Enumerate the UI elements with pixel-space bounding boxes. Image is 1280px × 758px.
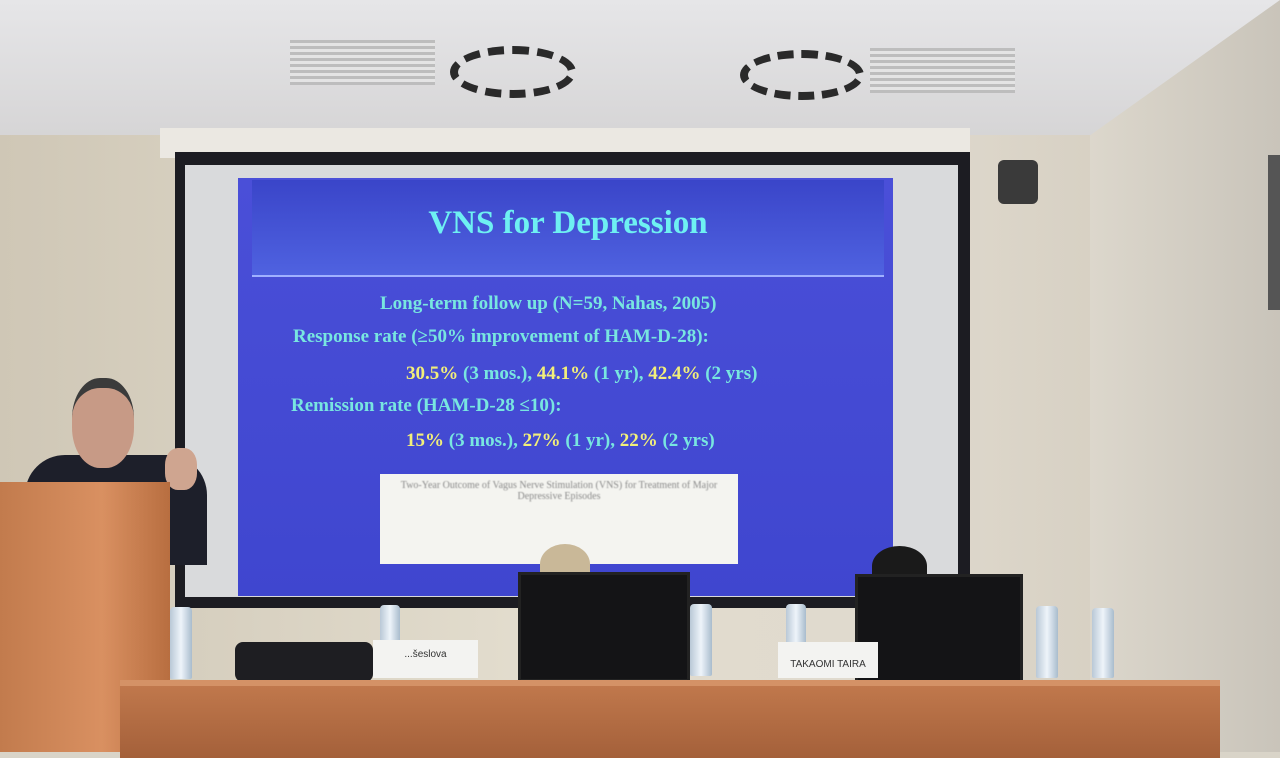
- ceiling-grille: [870, 48, 1015, 93]
- response-label: Response rate (≥50% improvement of HAM-D…: [293, 326, 709, 347]
- monitor: [518, 572, 690, 682]
- nameplate-left: ...šeslova: [373, 640, 478, 678]
- water-bottle: [1092, 608, 1114, 678]
- period: (3 mos.),: [458, 363, 537, 384]
- remission-values: 15% (3 mos.), 27% (1 yr), 22% (2 yrs): [406, 430, 715, 452]
- water-bottle: [690, 604, 712, 676]
- value: 22%: [619, 430, 658, 451]
- remission-label: Remission rate (HAM-D-28 ≤10):: [291, 395, 562, 416]
- response-values: 30.5% (3 mos.), 44.1% (1 yr), 42.4% (2 y…: [406, 363, 757, 385]
- followup-line: Long-term follow up (N=59, Nahas, 2005): [380, 293, 717, 314]
- speaker-head: [72, 378, 134, 468]
- ceiling-vent: [740, 50, 864, 100]
- camera: [998, 160, 1038, 204]
- period: (2 yrs): [700, 363, 758, 384]
- chair: [235, 642, 373, 682]
- nameplate-text: TAKAOMI TAIRA: [790, 659, 866, 670]
- value: 30.5%: [406, 363, 459, 384]
- period: (1 yr),: [560, 430, 620, 451]
- speaker-hand: [165, 448, 197, 490]
- value: 42.4%: [648, 363, 701, 384]
- period: (1 yr),: [589, 363, 649, 384]
- water-bottle: [380, 605, 400, 645]
- water-bottle: [170, 607, 192, 679]
- value: 44.1%: [536, 363, 590, 384]
- monitor: [855, 574, 1023, 684]
- slide-title-bar: [252, 180, 884, 277]
- nameplate-right: TAKAOMI TAIRA: [778, 642, 878, 678]
- period: (3 mos.),: [444, 430, 523, 451]
- ceiling: [0, 0, 1280, 135]
- nameplate-text: ...šeslova: [404, 649, 447, 660]
- paper-title: Two-Year Outcome of Vagus Nerve Stimulat…: [400, 480, 718, 502]
- value: 27%: [522, 430, 561, 451]
- ceiling-grille: [290, 40, 435, 85]
- wall-frame: [1268, 155, 1280, 310]
- side-wall: [1090, 0, 1280, 752]
- water-bottle: [1036, 606, 1058, 678]
- ceiling-vent: [450, 46, 576, 98]
- desk: [120, 680, 1220, 758]
- water-bottle: [786, 604, 806, 644]
- value: 15%: [406, 430, 444, 451]
- period: (2 yrs): [657, 430, 715, 451]
- slide-title: VNS for Depression: [428, 205, 708, 241]
